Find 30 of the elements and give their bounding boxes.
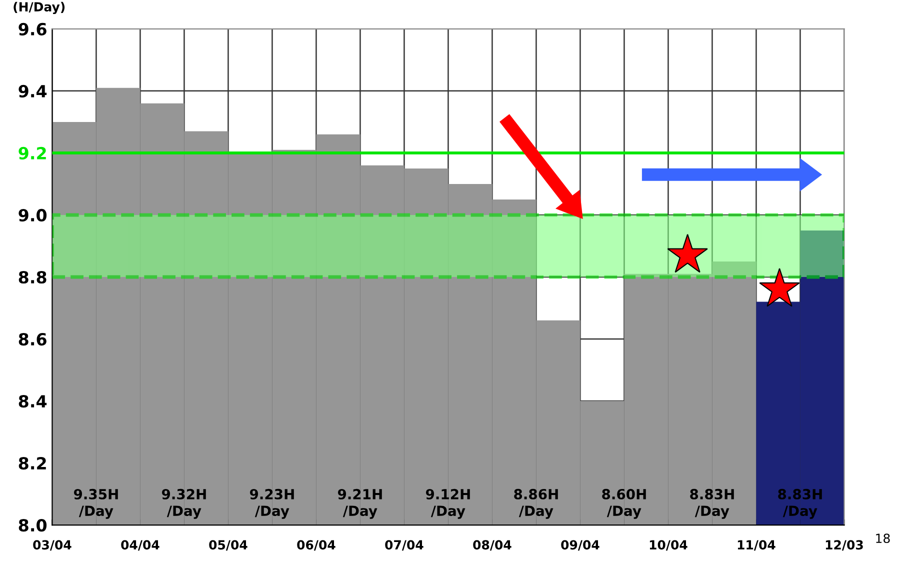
annotation: 8.83H /Day bbox=[778, 488, 822, 519]
text: 06/04 bbox=[297, 540, 336, 551]
text: 18 bbox=[876, 534, 890, 544]
y-tick-label: 8.8 bbox=[18, 270, 46, 284]
annotation: 9.21H /Day bbox=[338, 488, 382, 519]
y-tick-label: 9.2 bbox=[18, 146, 46, 160]
annotation: 9.35H /Day bbox=[74, 488, 118, 519]
y-axis-title: (H/Day) bbox=[14, 2, 65, 14]
text: 04/04 bbox=[121, 540, 160, 551]
annotation: 8.60H /Day bbox=[602, 488, 646, 519]
y-tick-label: 8.4 bbox=[18, 394, 47, 408]
y-tick-label: 8.0 bbox=[18, 519, 47, 532]
annotation: 9.32H /Day bbox=[162, 488, 206, 519]
y-tick-label: 9.0 bbox=[18, 208, 47, 222]
y-tick-label: 9.4 bbox=[18, 84, 47, 98]
text: 12/03 bbox=[826, 540, 863, 551]
text: 10/04 bbox=[650, 540, 688, 551]
text: 07/04 bbox=[385, 540, 424, 551]
annotation: 9.12H /Day bbox=[426, 488, 470, 519]
annotation: 9.23H /Day bbox=[250, 488, 294, 519]
text: 11/04 bbox=[738, 540, 776, 551]
text: 03/04 bbox=[33, 540, 72, 551]
y-tick-label: 9.6 bbox=[18, 22, 46, 36]
annotation: 8.83H /Day bbox=[690, 488, 734, 519]
text: 08/04 bbox=[473, 540, 512, 551]
annotation: 8.86H /Day bbox=[514, 488, 558, 519]
text: 05/04 bbox=[209, 540, 248, 551]
text: 09/04 bbox=[561, 540, 600, 551]
y-tick-label: 8.6 bbox=[18, 332, 46, 346]
y-tick-label: 8.2 bbox=[18, 456, 46, 470]
